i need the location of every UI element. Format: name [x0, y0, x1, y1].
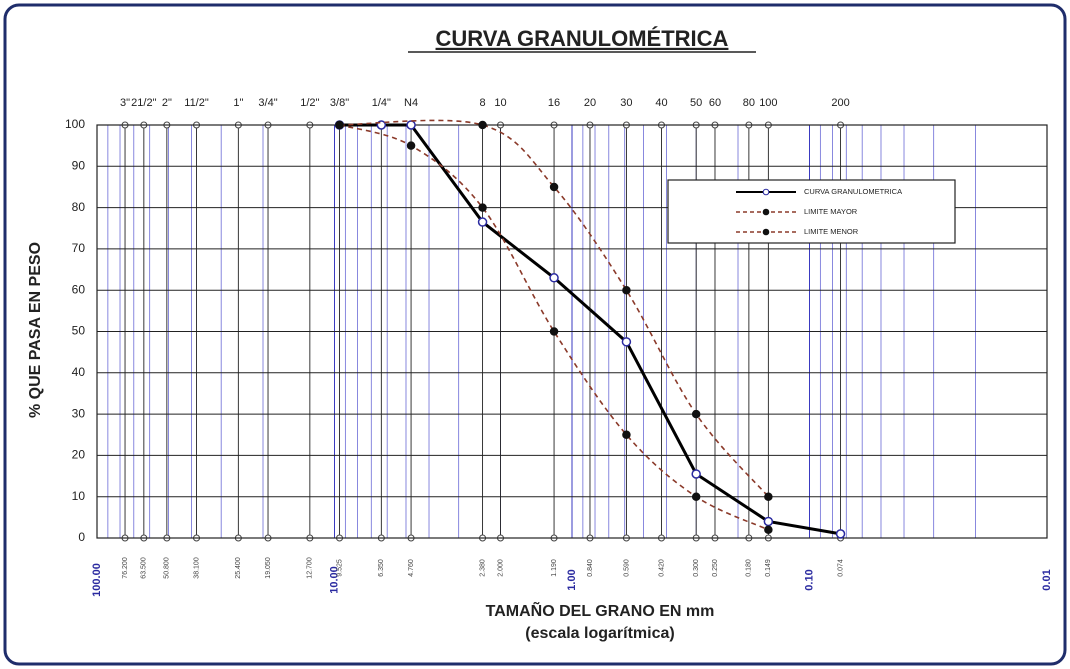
series-marker	[621, 337, 632, 347]
y-tick-label: 100	[65, 117, 85, 131]
series-marker	[549, 182, 559, 192]
series-marker	[549, 327, 559, 336]
sieve-label: 200	[831, 97, 849, 109]
sieve-size-label: 0.180	[746, 559, 753, 577]
x-tick-label: 100.00	[91, 563, 103, 597]
series-marker	[335, 120, 344, 130]
sieve-label: 100	[759, 97, 777, 109]
x-tick-label: 0.10	[803, 569, 815, 590]
sieve-label: 8	[480, 97, 486, 109]
sieve-label: 16	[548, 97, 560, 109]
sieve-size-label: 12.700	[307, 557, 314, 579]
y-tick-label: 0	[78, 530, 85, 544]
y-tick-label: 40	[72, 365, 86, 379]
series-marker	[406, 141, 416, 150]
sieve-size-label: 50.800	[164, 557, 171, 579]
series-marker	[764, 525, 773, 534]
sieve-label: 11/2"	[184, 97, 209, 109]
sieve-label: N4	[404, 97, 418, 109]
series-marker	[478, 203, 487, 212]
sieve-size-label: 0.250	[712, 559, 719, 577]
plot-frame	[96, 124, 1048, 539]
sieve-label: 50	[690, 97, 702, 109]
frame	[3, 3, 1067, 666]
legend-marker	[762, 208, 770, 216]
series-marker	[549, 273, 559, 283]
series-marker	[691, 469, 701, 479]
y-tick-label: 10	[72, 489, 86, 503]
sieve-label: 60	[709, 97, 721, 109]
sieve-label: 1/2"	[300, 97, 319, 109]
sieve-size-label: 4.760	[408, 559, 415, 577]
y-tick-label: 20	[72, 448, 86, 462]
y-axis-label: % QUE PASA EN PESO	[27, 242, 44, 418]
legend-label: CURVA GRANULOMETRICA	[804, 187, 902, 196]
x-tick-label: 0.01	[1041, 569, 1053, 590]
sieve-size-label: 1.190	[551, 559, 558, 577]
sieve-label: 40	[655, 97, 667, 109]
series-marker	[406, 120, 416, 130]
sieve-label: 30	[620, 97, 632, 109]
sieve-label: 2"	[162, 97, 172, 109]
sieve-size-label: 0.074	[837, 559, 844, 577]
series-marker	[622, 285, 631, 295]
x-tick-label: 10.00	[328, 566, 340, 594]
sieve-size-label: 2.000	[497, 559, 504, 577]
sieve-label: 20	[584, 97, 596, 109]
series-marker	[835, 529, 846, 539]
series-line	[339, 119, 769, 498]
sieve-size-label: 0.149	[765, 559, 772, 577]
series-marker	[477, 217, 488, 227]
y-tick-label: 50	[72, 324, 86, 338]
series-marker	[764, 492, 773, 501]
sieve-size-label: 0.300	[693, 559, 700, 577]
chart-title: CURVA GRANULOMÉTRICA	[436, 26, 729, 51]
legend-label: LIMITE MENOR	[804, 227, 859, 236]
sieve-size-label: 0.420	[658, 559, 665, 577]
sieve-label: 3/8"	[330, 97, 349, 109]
sieve-size-label: 0.840	[587, 559, 594, 577]
x-tick-label: 1.00	[566, 569, 578, 590]
legend-label: LIMITE MAYOR	[804, 207, 858, 216]
sieve-label: 21/2"	[131, 97, 156, 109]
sieve-label: 1"	[233, 97, 243, 109]
sieve-label: 3"	[120, 97, 130, 109]
y-tick-label: 90	[72, 158, 86, 172]
sieve-size-label: 6.350	[378, 559, 385, 577]
legend-marker	[762, 228, 770, 236]
sieve-label: 1/4"	[372, 97, 391, 109]
legend-marker	[762, 188, 770, 196]
sieve-size-label: 2.380	[479, 559, 486, 577]
sieve-label: 10	[494, 97, 506, 109]
sieve-label: 3/4"	[258, 97, 277, 109]
sieve-size-label: 38.100	[193, 557, 200, 579]
series-marker	[691, 409, 701, 419]
y-tick-label: 80	[72, 200, 86, 214]
sieve-size-label: 63.500	[141, 557, 148, 579]
series-marker	[622, 430, 631, 439]
x-axis-note: (escala logarítmica)	[525, 625, 674, 642]
series-marker	[763, 516, 774, 527]
sieve-size-label: 25.400	[235, 557, 242, 579]
y-tick-label: 60	[72, 282, 86, 296]
sieve-size-label: 9.525	[336, 559, 343, 577]
x-axis-label: TAMAÑO DEL GRANO EN mm	[486, 600, 715, 620]
sieve-size-label: 19.050	[265, 557, 272, 579]
sieve-size-label: 0.590	[623, 559, 630, 577]
series-marker	[478, 120, 487, 130]
sieve-label: 80	[743, 97, 755, 109]
y-tick-label: 30	[72, 406, 86, 420]
sieve-size-label: 76.200	[122, 557, 129, 579]
legend-box	[667, 179, 956, 244]
series-marker	[691, 492, 701, 501]
y-tick-label: 70	[72, 241, 86, 255]
